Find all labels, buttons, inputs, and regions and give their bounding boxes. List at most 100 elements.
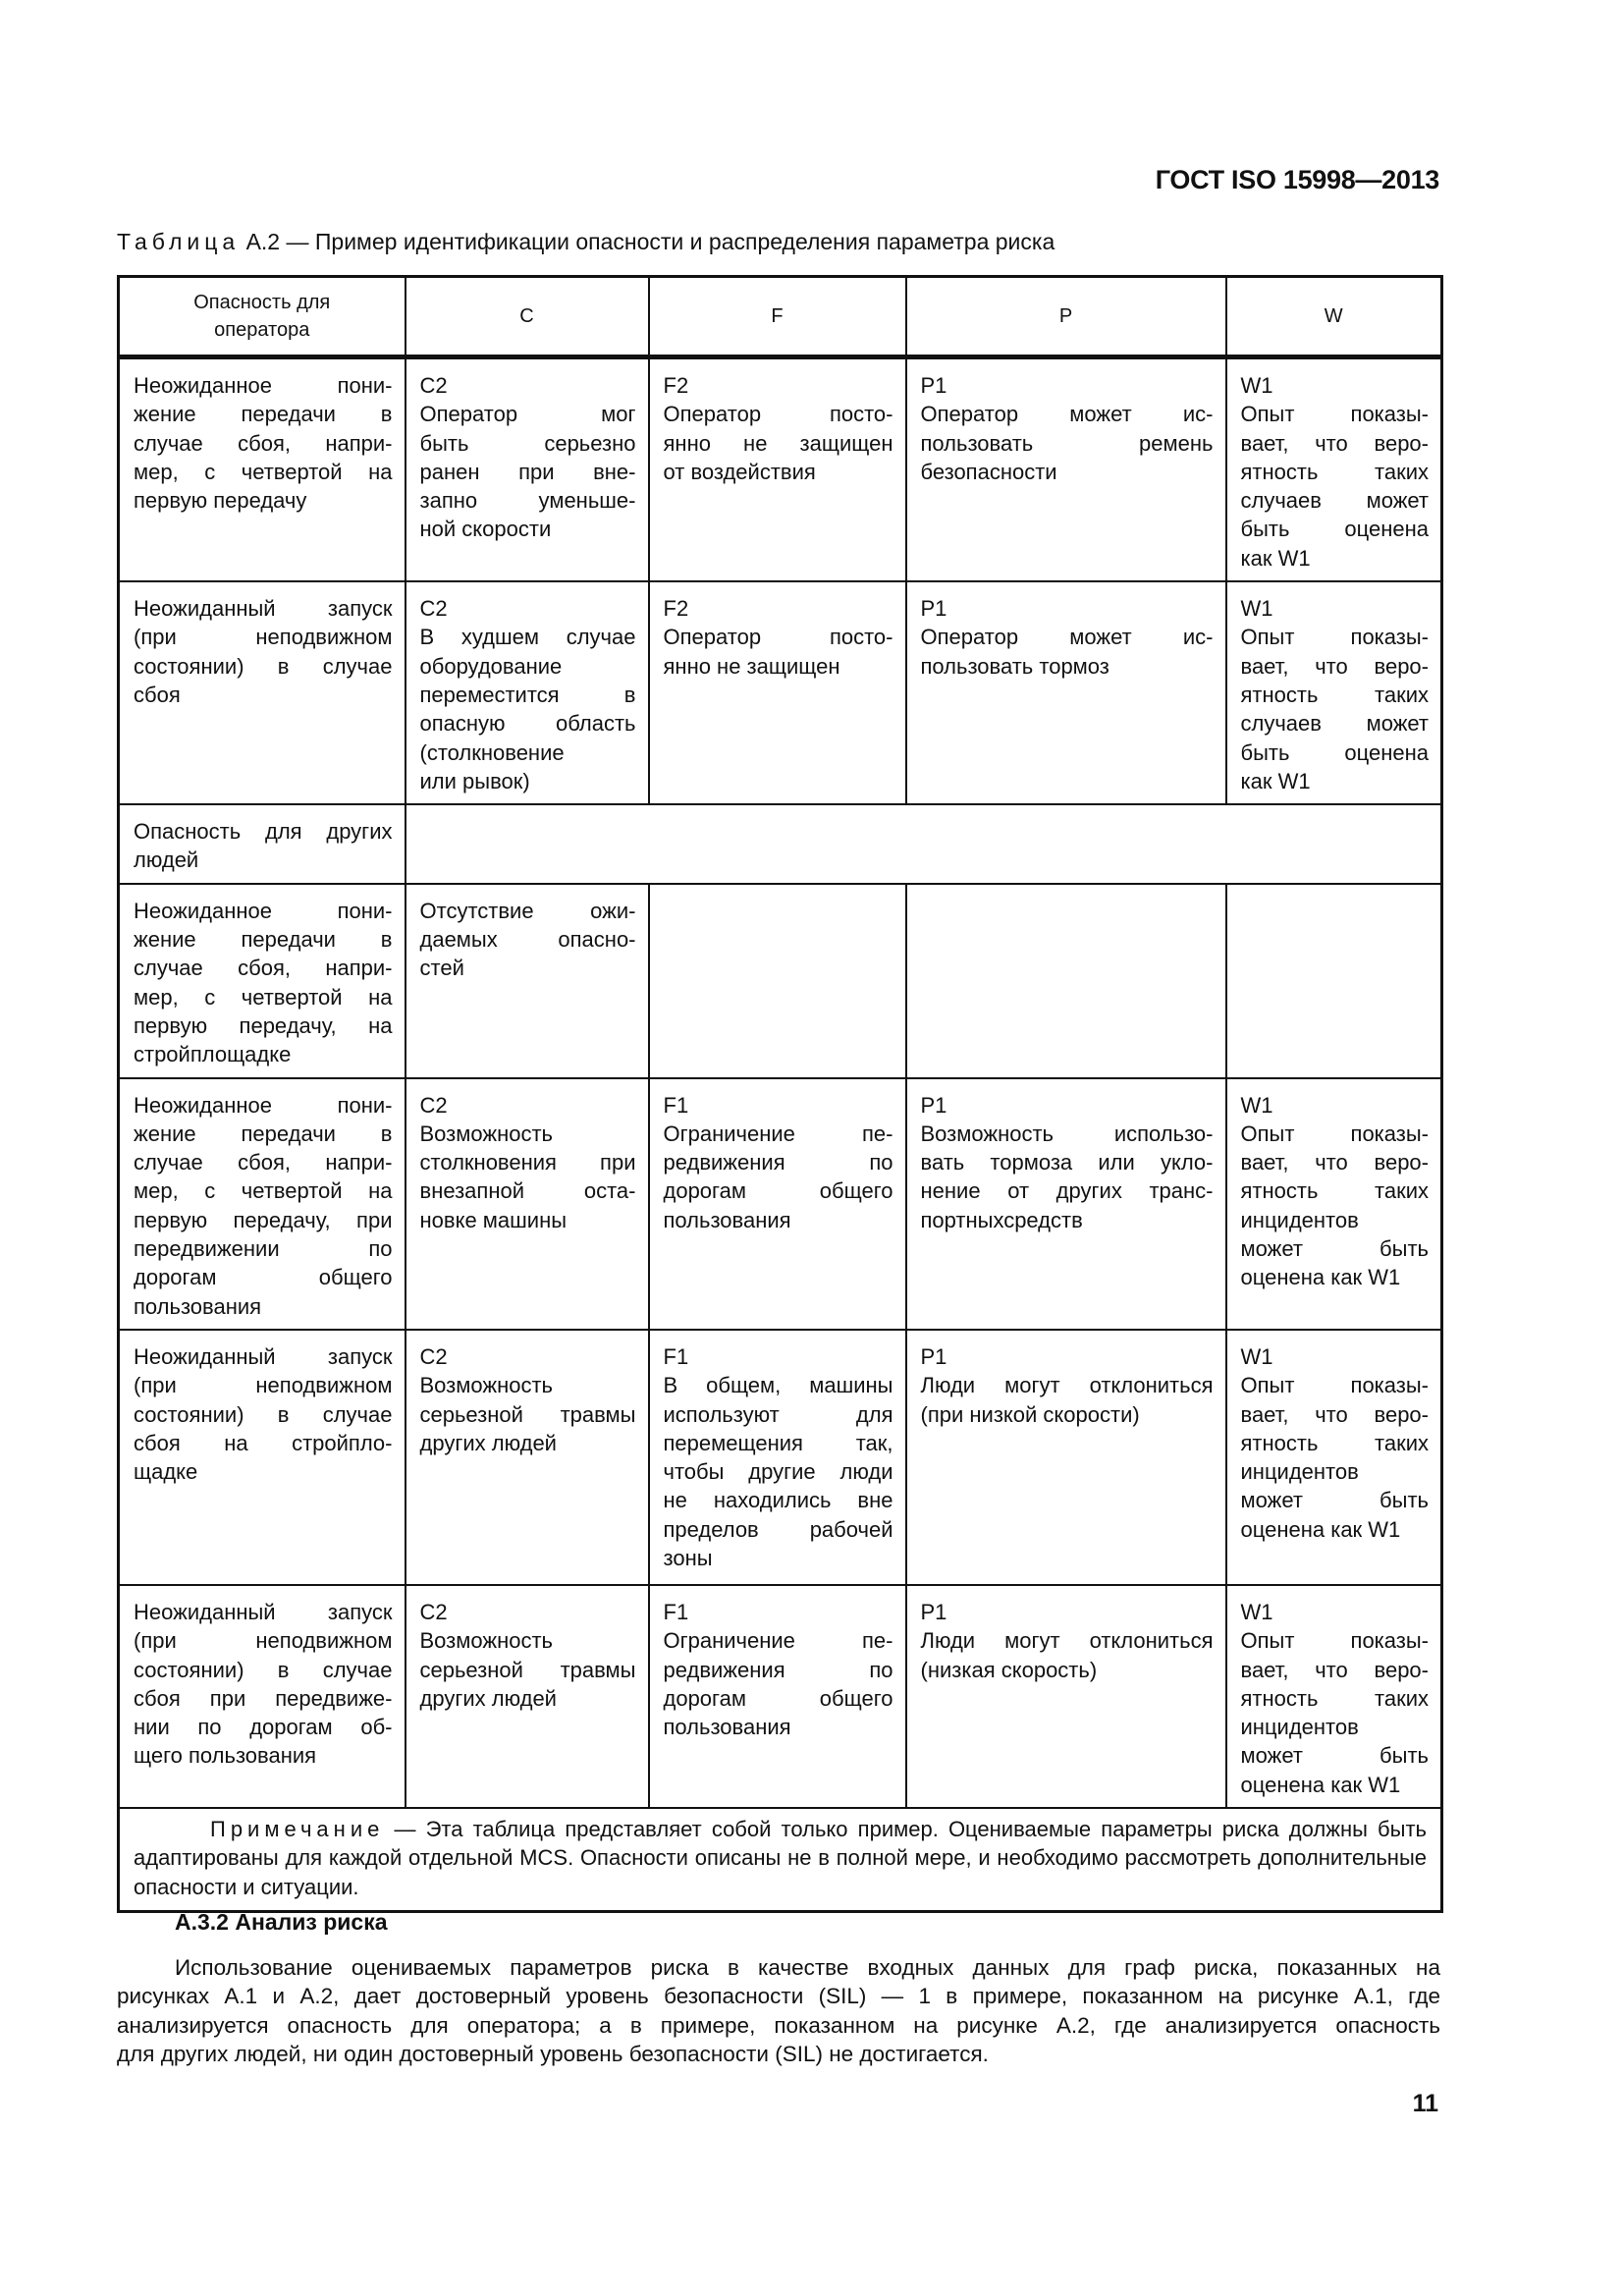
- cell-line: C2: [419, 1343, 448, 1369]
- table-cell: F2 Оператор посто-янно не защищен: [647, 580, 907, 806]
- cell-line: Опыт показы-: [1240, 1121, 1430, 1146]
- note-label: Примечание: [210, 1816, 385, 1841]
- cell-line: P1: [920, 1599, 947, 1624]
- cell-line: случаев может: [1240, 488, 1430, 514]
- cell-line: серьезной травмы: [419, 1401, 636, 1427]
- cell-line: первую передачу: [134, 488, 307, 514]
- cell-line: ятность таких: [1240, 459, 1430, 484]
- table-cell: C2 Возможность серьезной травмы других люде…: [404, 1328, 650, 1586]
- cell-line: случае сбоя, напри-: [134, 956, 393, 981]
- cell-line: внезапной оста-: [419, 1178, 636, 1204]
- section-label-cell: Опасность для других людей: [117, 803, 406, 885]
- cell-line: редвижения по: [663, 1657, 893, 1682]
- cell-line: состоянии) в случае: [134, 1657, 393, 1682]
- cell-line: инцидентов: [1240, 1207, 1359, 1232]
- cell-line: дорогам общего: [663, 1178, 893, 1204]
- table-row: Неожиданное пони-жение передачи в случае …: [117, 1076, 1443, 1331]
- cell-line: вает, что веро-: [1240, 1657, 1430, 1682]
- cell-line: F1: [663, 1599, 689, 1624]
- cell-line: P1: [920, 596, 947, 622]
- cell-line: случае сбоя, напри-: [134, 1150, 393, 1175]
- cell-line: стройплощадке: [134, 1042, 292, 1067]
- cell-line: как W1: [1240, 545, 1311, 571]
- table-cell: W1 Опыт показы-вает, что веро-ятность так…: [1224, 580, 1443, 806]
- cell-line: W1: [1240, 1092, 1273, 1118]
- cell-line: сбоя на стройпло-: [134, 1430, 393, 1455]
- cell-line: быть оценена: [1240, 739, 1430, 765]
- cell-line: Возможность: [419, 1628, 554, 1654]
- cell-line: оценена как W1: [1240, 1772, 1401, 1797]
- cell-line: (при неподвижном: [134, 625, 393, 650]
- cell-line: пользовать тормоз: [920, 653, 1109, 679]
- cell-line: пользования: [134, 1293, 262, 1319]
- caption-label: Таблица: [117, 229, 241, 254]
- cell-line: пользования: [663, 1715, 791, 1740]
- cell-line: C2: [419, 1599, 448, 1624]
- cell-line: может быть: [1240, 1743, 1430, 1769]
- table-cell: Неожиданный запуск (при неподвижном состоя…: [117, 1328, 406, 1586]
- table-cell: Неожиданное пони-жение передачи в случае …: [117, 1076, 406, 1331]
- cell-line: C2: [419, 1092, 448, 1118]
- cell-line: новке машины: [419, 1207, 568, 1232]
- body-line: для других людей, ни один достоверный ур…: [117, 2041, 989, 2066]
- cell-line: (при низкой скорости): [920, 1401, 1140, 1427]
- table-cell: [1224, 882, 1443, 1079]
- cell-line: F1: [663, 1343, 689, 1369]
- cell-line: даемых опасно-: [419, 927, 636, 953]
- cell-line: ятность таких: [1240, 682, 1430, 707]
- table-cell: [904, 882, 1227, 1079]
- cell-line: Оператор мог: [419, 402, 636, 427]
- cell-line: вает, что веро-: [1240, 1150, 1430, 1175]
- cell-line: пользования: [663, 1207, 791, 1232]
- table-cell: W1 Опыт показы-вает, что веро-ятность так…: [1224, 1328, 1443, 1586]
- body-line: рисунках А.1 и А.2, дает достоверный уро…: [117, 1984, 1440, 2009]
- cell-line: мер, с четвертой на: [134, 1178, 393, 1204]
- table-cell: Отсутствие ожи-даемых опасно-стей: [404, 882, 650, 1079]
- cell-line: инцидентов: [1240, 1459, 1359, 1485]
- table-cell: Неожиданное пони-жение передачи в случае …: [117, 355, 406, 583]
- cell-line: людей: [134, 847, 199, 873]
- cell-line: C2: [419, 596, 448, 622]
- cell-line: или рывок): [419, 768, 530, 793]
- cell-line: быть оценена: [1240, 517, 1430, 542]
- cell-line: ятность таких: [1240, 1430, 1430, 1455]
- cell-line: Ограничение пе-: [663, 1121, 893, 1146]
- cell-line: состоянии) в случае: [134, 653, 393, 679]
- cell-line: Оператор посто-: [663, 402, 893, 427]
- cell-line: Оператор посто-: [663, 625, 893, 650]
- cell-line: мер, с четвертой на: [134, 984, 393, 1010]
- column-header: F: [647, 275, 907, 359]
- cell-line: используют для: [663, 1401, 893, 1427]
- cell-line: вать тормоза или укло-: [920, 1150, 1214, 1175]
- cell-line: перемещения так,: [663, 1430, 893, 1455]
- cell-line: переместится в: [419, 682, 636, 707]
- cell-line: первую передачу, на: [134, 1012, 393, 1038]
- cell-line: P1: [920, 373, 947, 398]
- cell-line: опасную область: [419, 711, 636, 737]
- cell-line: Возможность: [419, 1373, 554, 1398]
- body-line: анализируется опасность для оператора; а…: [117, 2012, 1440, 2038]
- cell-line: Люди могут отклониться: [920, 1373, 1214, 1398]
- cell-line: безопасности: [920, 459, 1057, 484]
- table-row: Неожиданное пони-жение передачи в случае …: [117, 355, 1443, 583]
- cell-line: мер, с четвертой на: [134, 459, 393, 484]
- cell-line: других людей: [419, 1685, 557, 1711]
- cell-line: P1: [920, 1092, 947, 1118]
- cell-line: запно уменьше-: [419, 488, 636, 514]
- cell-line: может быть: [1240, 1488, 1430, 1513]
- cell-line: столкновения при: [419, 1150, 636, 1175]
- cell-line: портныхсредств: [920, 1207, 1083, 1232]
- cell-line: жение передачи в: [134, 1121, 393, 1146]
- cell-line: Оператор может ис-: [920, 625, 1214, 650]
- cell-line: ранен при вне-: [419, 459, 636, 484]
- cell-line: Отсутствие ожи-: [419, 898, 636, 923]
- cell-line: стей: [419, 956, 464, 981]
- cell-line: сбоя: [134, 682, 181, 707]
- table-cell: C2 Возможность серьезной травмы других люде…: [404, 1583, 650, 1809]
- cell-line: других людей: [419, 1430, 557, 1455]
- cell-line: янно не защищен: [663, 653, 840, 679]
- cell-line: Неожиданный запуск: [134, 1599, 393, 1624]
- cell-line: F2: [663, 596, 689, 622]
- cell-line: Возможность: [419, 1121, 554, 1146]
- cell-line: не находились вне: [663, 1488, 893, 1513]
